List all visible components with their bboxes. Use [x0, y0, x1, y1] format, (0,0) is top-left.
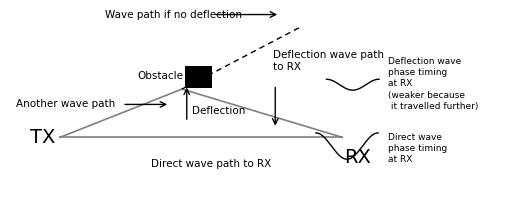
Text: Deflection wave
phase timing
at RX
(weaker because
 it travelled further): Deflection wave phase timing at RX (weak…	[388, 57, 478, 111]
Text: Deflection wave path
to RX: Deflection wave path to RX	[273, 50, 384, 71]
Text: TX: TX	[30, 128, 55, 147]
Text: Direct wave path to RX: Direct wave path to RX	[151, 159, 271, 169]
Text: Another wave path: Another wave path	[16, 99, 115, 109]
Bar	[185, 66, 212, 88]
Text: Deflection: Deflection	[192, 106, 245, 116]
Text: Wave path if no deflection: Wave path if no deflection	[105, 10, 242, 20]
Text: Obstacle: Obstacle	[137, 71, 183, 81]
Text: Direct wave
phase timing
at RX: Direct wave phase timing at RX	[388, 133, 447, 164]
Text: RX: RX	[344, 148, 371, 166]
